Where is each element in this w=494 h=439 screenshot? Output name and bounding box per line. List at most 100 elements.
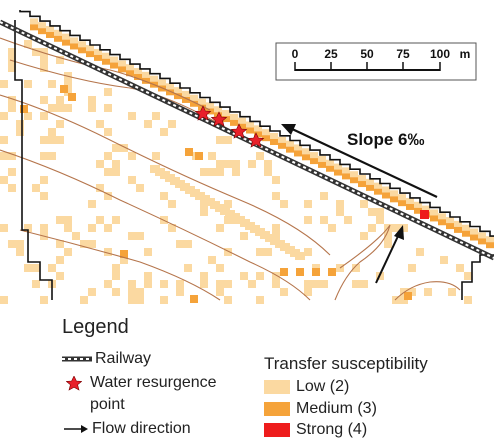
- raster-cell: [182, 90, 190, 97]
- raster-cell: [382, 192, 390, 199]
- slope-arrow: [281, 124, 438, 198]
- raster-cell: [166, 83, 174, 90]
- raster-cell: [68, 93, 76, 101]
- water-resurgence-points: [194, 105, 265, 148]
- raster-cell: [174, 87, 182, 94]
- raster-cell: [168, 224, 176, 232]
- raster-cell: [46, 31, 54, 38]
- raster-cell: [46, 25, 54, 32]
- raster-cell: [56, 272, 64, 280]
- raster-cell: [398, 200, 406, 207]
- railway-line: [0, 19, 494, 261]
- raster-cell: [326, 165, 334, 172]
- raster-cell: [264, 168, 272, 176]
- raster-cell: [40, 56, 48, 64]
- raster-cell: [384, 232, 392, 240]
- raster-cell: [56, 136, 64, 144]
- raster-cell: [104, 152, 112, 160]
- raster-cell: [382, 186, 390, 193]
- raster-cell: [160, 192, 168, 200]
- slope-label: Slope 6‰: [347, 130, 424, 149]
- raster-cell: [48, 264, 56, 272]
- raster-cell: [176, 280, 184, 288]
- raster-cell: [430, 209, 438, 216]
- raster-cell: [32, 184, 40, 192]
- raster-cell: [24, 264, 32, 272]
- raster-cell: [0, 176, 8, 184]
- raster-cell: [200, 200, 208, 208]
- raster-cell: [256, 296, 264, 304]
- raster-cell: [56, 56, 64, 64]
- raster-cell: [350, 171, 358, 178]
- medium-label: Medium (3): [296, 400, 377, 417]
- raster-cell: [56, 256, 64, 264]
- raster-cell: [280, 288, 288, 296]
- raster-cell: [40, 296, 48, 304]
- raster-cell: [224, 136, 232, 144]
- raster-cell: [96, 160, 104, 168]
- raster-cell: [48, 128, 56, 136]
- strong-label: Strong (4): [296, 421, 368, 438]
- raster-cell: [104, 280, 112, 288]
- raster-cell: [190, 295, 198, 303]
- raster-cell: [392, 224, 400, 232]
- raster-cell: [32, 48, 40, 56]
- raster-cell: [48, 80, 56, 88]
- raster-cell: [40, 152, 48, 160]
- raster-cell: [280, 200, 288, 208]
- raster-cell: [295, 252, 305, 260]
- raster-cell: [454, 220, 462, 227]
- raster-cell: [182, 96, 190, 103]
- scale-tick-0: 0: [292, 47, 299, 61]
- raster-cell: [32, 280, 40, 288]
- raster-cell: [48, 104, 56, 112]
- resurgence-star: [247, 132, 265, 148]
- raster-cell: [96, 216, 104, 224]
- raster-cell: [94, 48, 102, 55]
- raster-cell: [256, 152, 264, 160]
- raster-cell: [478, 232, 486, 239]
- raster-cell: [134, 74, 142, 81]
- raster-cell: [296, 268, 304, 276]
- raster-cell: [78, 47, 86, 54]
- raster-cell: [350, 177, 358, 184]
- raster-cell: [264, 160, 272, 168]
- raster-cell: [24, 40, 32, 48]
- raster-cell: [0, 112, 8, 120]
- raster-cell: [96, 120, 104, 128]
- raster-cell: [24, 224, 32, 232]
- raster-cell: [406, 197, 414, 204]
- raster-cell: [328, 224, 336, 232]
- raster-cell: [224, 248, 232, 256]
- raster-cell: [176, 240, 184, 248]
- raster-cell: [24, 112, 32, 120]
- raster-cell: [48, 136, 56, 144]
- raster-cell: [246, 127, 254, 134]
- raster-cell: [200, 168, 208, 176]
- raster-cell: [216, 280, 224, 288]
- raster-cell: [64, 80, 72, 88]
- raster-cell: [176, 288, 184, 296]
- raster-cell: [294, 150, 302, 157]
- raster-cell: [320, 216, 328, 224]
- railway-legend-label: Railway: [95, 350, 152, 367]
- raster-cell: [144, 120, 152, 128]
- raster-cell: [352, 280, 360, 288]
- raster-cell: [440, 256, 448, 264]
- raster-cell: [166, 89, 174, 96]
- raster-cell: [16, 248, 24, 256]
- raster-cell: [390, 190, 398, 197]
- raster-cell: [136, 232, 144, 240]
- raster-cell: [454, 226, 462, 233]
- raster-cell: [86, 45, 94, 52]
- raster-cell: [424, 288, 432, 296]
- raster-cell: [446, 223, 454, 230]
- raster-cell: [56, 216, 64, 224]
- raster-cell: [360, 200, 368, 208]
- raster-cell: [112, 168, 120, 176]
- raster-cell: [304, 248, 312, 256]
- raster-cell: [38, 28, 46, 35]
- map-canvas: Slope 6‰ 0 25 50 75 100 m: [0, 10, 494, 304]
- susceptibility-title: Transfer susceptibility: [264, 354, 428, 373]
- raster-cell: [304, 288, 312, 296]
